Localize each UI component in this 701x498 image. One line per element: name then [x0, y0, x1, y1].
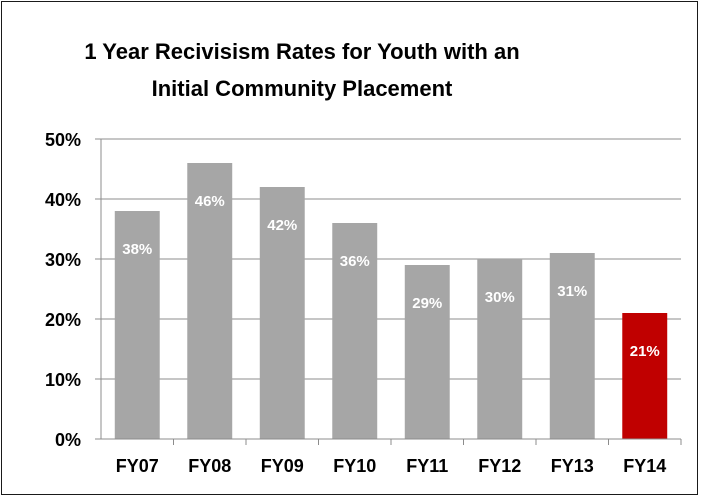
- data-label-fy11: 29%: [412, 295, 442, 312]
- bars: [114, 163, 668, 439]
- chart-title-line-1: 1 Year Recivisism Rates for Youth with a…: [84, 39, 519, 64]
- x-tick-label-fy13: FY13: [551, 456, 594, 476]
- data-label-fy07: 38%: [122, 241, 152, 258]
- chart-title-line-2: Initial Community Placement: [152, 76, 453, 101]
- bar-fy11: [404, 265, 450, 439]
- data-label-fy13: 31%: [557, 283, 587, 300]
- y-tick-label: 10%: [45, 370, 81, 390]
- y-tick-label: 50%: [45, 130, 81, 150]
- y-tick-label: 0%: [55, 430, 81, 450]
- bar-fy12: [477, 259, 523, 439]
- x-tick-label-fy11: FY11: [406, 456, 448, 476]
- x-tick-label-fy10: FY10: [333, 456, 376, 476]
- x-tick-label-fy14: FY14: [623, 456, 666, 476]
- x-tick-label-fy12: FY12: [478, 456, 521, 476]
- bar-fy07: [114, 211, 160, 439]
- data-label-fy08: 46%: [195, 193, 225, 210]
- labels: 0% 10% 20% 30% 40% 50% 38% FY07 46% FY08 42% FY09 36…: [45, 130, 666, 476]
- bar-fy08: [187, 163, 233, 439]
- data-label-fy12: 30%: [485, 289, 515, 306]
- y-tick-label: 30%: [45, 250, 81, 270]
- bar-fy09: [259, 187, 305, 439]
- y-tick-label: 20%: [45, 310, 81, 330]
- y-tick-label: 40%: [45, 190, 81, 210]
- x-tick-label-fy09: FY09: [261, 456, 304, 476]
- data-label-fy09: 42%: [267, 217, 297, 234]
- x-tick-label-fy07: FY07: [116, 456, 159, 476]
- data-label-fy10: 36%: [340, 253, 370, 270]
- bar-fy13: [549, 253, 595, 439]
- bar-fy14: [622, 313, 668, 439]
- axes: [95, 138, 682, 445]
- bar-fy10: [332, 223, 378, 439]
- x-tick-label-fy08: FY08: [188, 456, 231, 476]
- data-label-fy14: 21%: [630, 343, 660, 360]
